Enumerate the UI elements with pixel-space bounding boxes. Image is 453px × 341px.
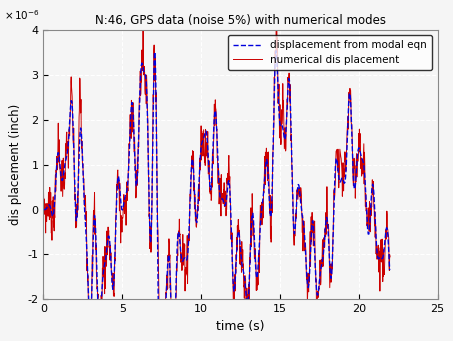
numerical dis placement: [184, 234, 190, 238]
displacement from modal eqn: [347, 92, 352, 96]
numerical dis placement: [58, 168, 63, 172]
Line: numerical dis placement: numerical dis placement: [43, 23, 390, 341]
Y-axis label: dis placement (inch): dis placement (inch): [9, 104, 22, 225]
displacement from modal eqn: [41, 207, 46, 211]
displacement from modal eqn: [282, 136, 287, 140]
displacement from modal eqn: [66, 136, 72, 140]
displacement from modal eqn: [387, 268, 392, 272]
numerical dis placement: [274, 20, 280, 25]
Title: N:46, GPS data (noise 5%) with numerical modes: N:46, GPS data (noise 5%) with numerical…: [95, 14, 386, 28]
numerical dis placement: [128, 136, 134, 140]
X-axis label: time (s): time (s): [216, 320, 265, 333]
Text: $\times\,10^{-6}$: $\times\,10^{-6}$: [4, 8, 40, 22]
numerical dis placement: [374, 257, 380, 261]
numerical dis placement: [67, 117, 72, 121]
displacement from modal eqn: [274, 49, 279, 53]
Legend: displacement from modal eqn, numerical dis placement: displacement from modal eqn, numerical d…: [228, 35, 433, 70]
displacement from modal eqn: [174, 246, 180, 250]
numerical dis placement: [308, 264, 313, 268]
numerical dis placement: [387, 255, 393, 259]
displacement from modal eqn: [199, 141, 204, 145]
displacement from modal eqn: [347, 91, 352, 95]
Line: displacement from modal eqn: displacement from modal eqn: [43, 51, 390, 341]
numerical dis placement: [41, 184, 46, 188]
